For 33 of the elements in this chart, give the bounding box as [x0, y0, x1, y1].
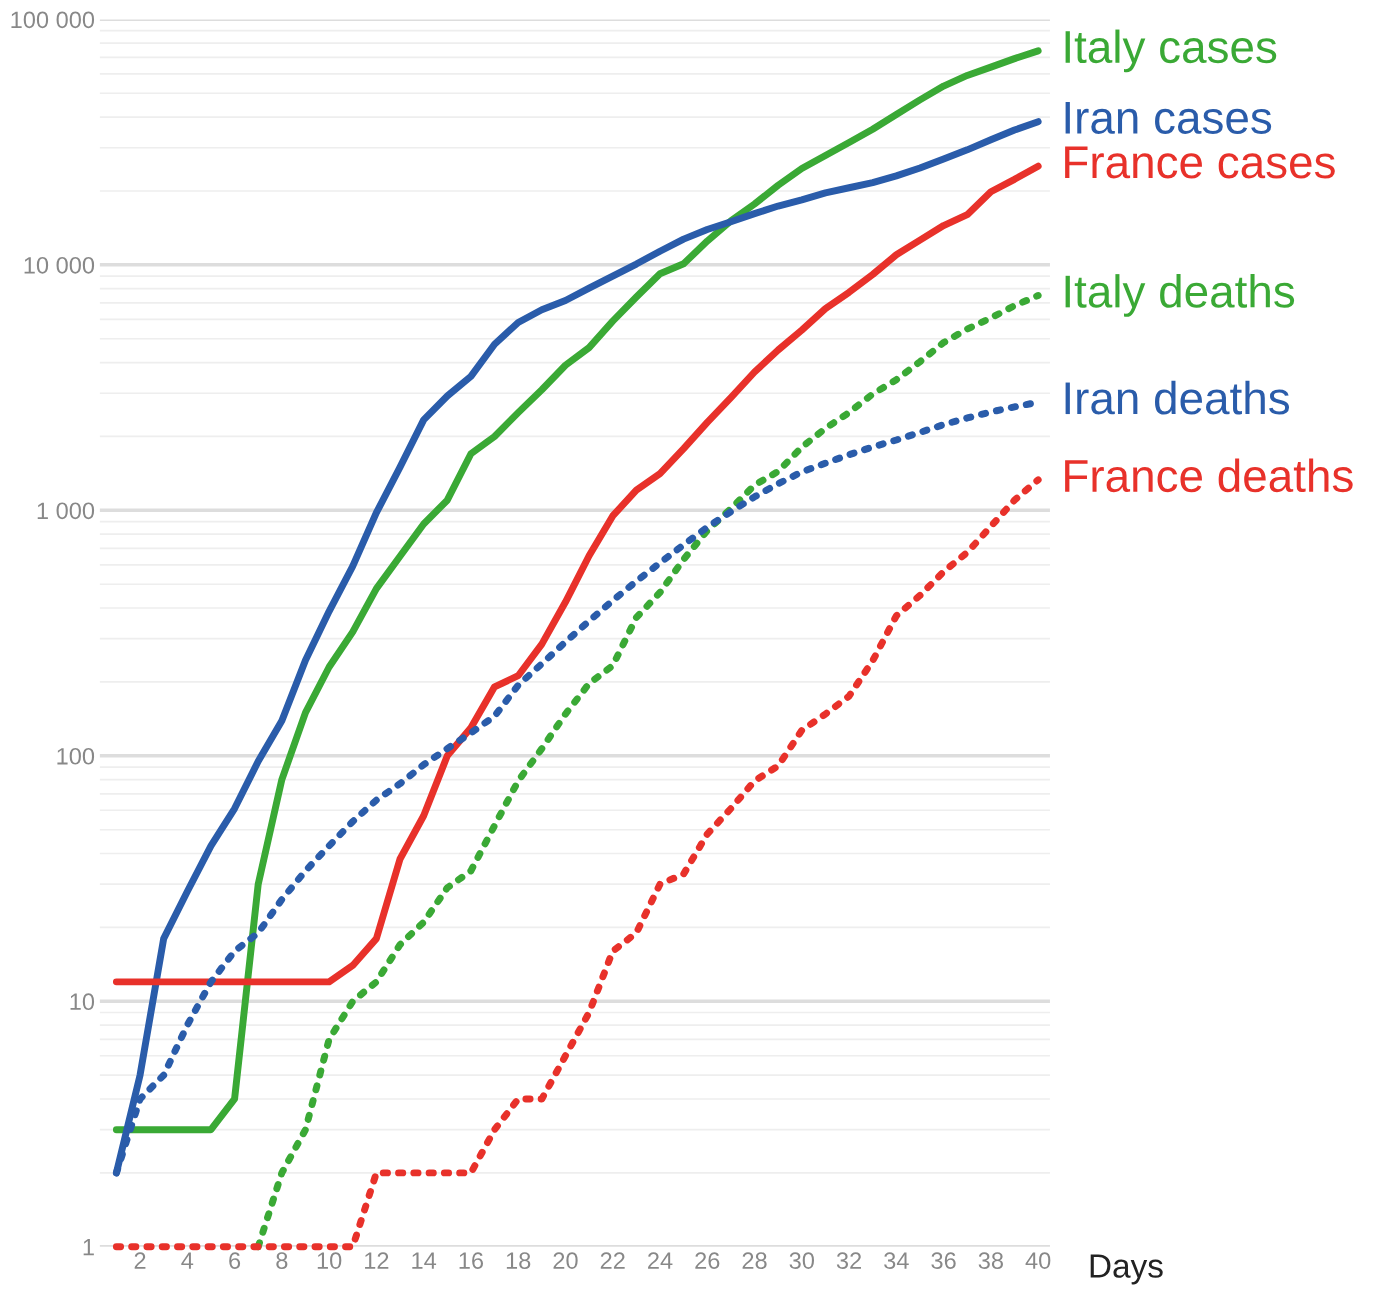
y-tick-label: 1 000 [37, 502, 95, 520]
x-tick-label: 4 [181, 1252, 194, 1269]
x-tick-label: 8 [276, 1252, 288, 1269]
series-label: Italy deaths [1065, 274, 1295, 317]
x-tick-label: 28 [742, 1252, 767, 1269]
series-label: Iran cases [1065, 101, 1272, 134]
x-tick-label: 32 [836, 1252, 862, 1269]
y-tick-label: 100 000 [11, 11, 95, 29]
series-label: France deaths [1065, 458, 1353, 493]
y-tick-label: 10 000 [24, 256, 95, 274]
x-tick-label: 12 [365, 1252, 389, 1269]
series-label: Italy cases [1065, 29, 1277, 73]
x-tick-label: 34 [884, 1252, 909, 1269]
x-tick-label: 14 [412, 1252, 437, 1269]
y-tick-label: 1 [83, 1239, 94, 1256]
x-tick-label: 22 [600, 1252, 625, 1269]
x-tick-label: 6 [229, 1252, 241, 1269]
x-tick-label: 20 [553, 1252, 578, 1269]
x-tick-label: 38 [978, 1252, 1003, 1269]
x-tick-label: 36 [931, 1252, 956, 1269]
series-label: France cases [1065, 146, 1335, 179]
x-tick-label: 18 [506, 1252, 531, 1269]
y-tick-label: 10 [70, 993, 95, 1011]
x-tick-label: 2 [134, 1252, 146, 1269]
x-tick-label: 10 [317, 1252, 342, 1269]
x-tick-label: 30 [789, 1252, 815, 1269]
series-label: Iran deaths [1065, 380, 1290, 415]
x-tick-label: 40 [1025, 1252, 1051, 1269]
x-tick-label: 16 [459, 1252, 484, 1269]
x-tick-label: 24 [648, 1252, 673, 1269]
y-tick-label: 100 [57, 747, 95, 765]
x-tick-label: 26 [695, 1252, 720, 1269]
x-axis-title: Days [1090, 1254, 1163, 1285]
